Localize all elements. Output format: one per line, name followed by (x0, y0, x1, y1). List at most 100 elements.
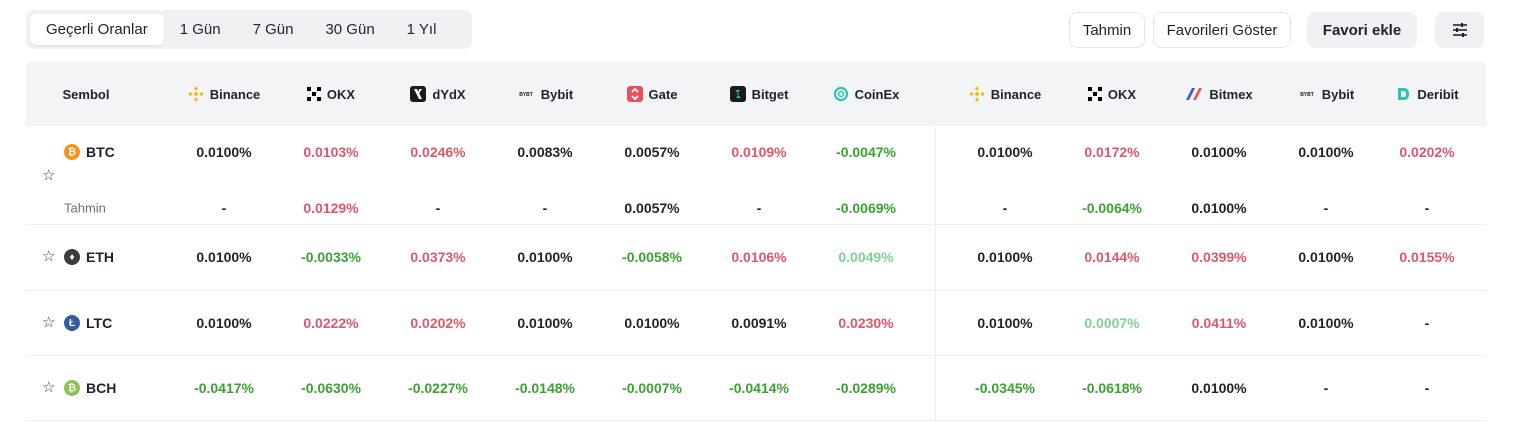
settings-button[interactable] (1435, 12, 1484, 48)
sliders-icon (1452, 23, 1467, 37)
rate-cell: 0.0100% (624, 315, 680, 331)
rate-cell: -0.0345% (975, 380, 1035, 396)
symbol-ltc[interactable]: Ł LTC (64, 315, 112, 331)
rate-cell: -0.0227% (408, 380, 468, 396)
rate-cell: - (1424, 315, 1430, 331)
tab-1-day[interactable]: 1 Gün (179, 21, 221, 38)
row-divider (26, 420, 1486, 421)
prediction-label: Tahmin (64, 200, 106, 216)
rate-cell: -0.0064% (1082, 200, 1142, 216)
rate-cell: 0.0100% (517, 315, 573, 331)
deribit-icon (1395, 86, 1411, 102)
eth-coin-icon: ♦ (64, 249, 80, 265)
exchange-header-bitmex: Bitmex (1159, 62, 1279, 126)
rate-cell: 0.0230% (838, 315, 894, 331)
show-favorites-button[interactable]: Favorileri Göster (1153, 12, 1291, 48)
star-icon[interactable]: ☆ (42, 248, 56, 265)
exchange-name: OKX (1107, 86, 1137, 102)
exchange-header-bybit: BYBT Bybit (485, 62, 605, 126)
rate-cell: 0.0100% (196, 315, 252, 331)
rate-cell: - (1002, 200, 1008, 216)
rate-cell: - (435, 200, 441, 216)
rate-cell: 0.0399% (1191, 249, 1247, 265)
rate-cell: 0.0202% (410, 315, 466, 331)
rate-cell: 0.0103% (303, 144, 359, 160)
rate-cell: 0.0373% (410, 249, 466, 265)
exchange-name: Bybit (540, 86, 574, 102)
exchange-header-dydx: dYdX (378, 62, 498, 126)
ltc-coin-icon: Ł (64, 315, 80, 331)
star-icon[interactable]: ☆ (42, 167, 56, 184)
star-icon[interactable]: ☆ (42, 379, 56, 396)
bch-coin-icon: ₿ (64, 380, 80, 396)
rate-cell: -0.0148% (515, 380, 575, 396)
rate-cell: 0.0100% (517, 249, 573, 265)
tab-current-rates[interactable]: Geçerli Oranlar (30, 14, 164, 45)
exchange-name: Bitmex (1209, 86, 1253, 102)
symbol-label: BTC (86, 144, 115, 160)
tab-30-days[interactable]: 30 Gün (325, 21, 375, 38)
rate-cell: 0.0202% (1399, 144, 1455, 160)
rate-cell: - (1424, 200, 1430, 216)
row-divider (26, 290, 1486, 291)
row-divider (26, 224, 1486, 225)
exchange-name: Bitget (751, 86, 789, 102)
rate-cell: - (1323, 380, 1329, 396)
symbol-btc[interactable]: ₿ BTC (64, 144, 115, 160)
exchange-header-coinex: CoinEx (806, 62, 926, 126)
rate-cell: 0.0091% (731, 315, 787, 331)
star-icon[interactable]: ☆ (42, 314, 56, 331)
rate-cell: 0.0100% (196, 144, 252, 160)
rate-cell: -0.0069% (836, 200, 896, 216)
rate-cell: 0.0100% (1298, 249, 1354, 265)
rate-cell: 0.0100% (1191, 144, 1247, 160)
rate-cell: -0.0417% (194, 380, 254, 396)
predict-button[interactable]: Tahmin (1069, 12, 1145, 48)
exchange-header-bitget: Bitget (699, 62, 819, 126)
rate-cell: 0.0057% (624, 144, 680, 160)
rate-cell: 0.0246% (410, 144, 466, 160)
add-favorite-button[interactable]: Favori ekle (1307, 12, 1417, 48)
exchange-header-binance: Binance (945, 62, 1065, 126)
rate-cell: -0.0289% (836, 380, 896, 396)
rate-cell: -0.0414% (729, 380, 789, 396)
rate-cell: 0.0106% (731, 249, 787, 265)
rate-cell: - (1323, 200, 1329, 216)
gate-icon (626, 86, 643, 102)
rate-cell: - (542, 200, 548, 216)
exchange-name: Bybit (1321, 86, 1355, 102)
exchange-header-binance: Binance (164, 62, 284, 126)
symbol-eth[interactable]: ♦ ETH (64, 249, 114, 265)
rate-cell: 0.0007% (1084, 315, 1140, 331)
symbol-label: BCH (86, 380, 117, 396)
symbol-bch[interactable]: ₿ BCH (64, 380, 116, 396)
svg-text:BYBT: BYBT (1300, 92, 1314, 98)
exchange-name: Binance (209, 86, 261, 102)
rate-cell: -0.0007% (622, 380, 682, 396)
period-tabs: Geçerli Oranlar 1 Gün 7 Gün 30 Gün 1 Yıl (26, 10, 472, 49)
svg-text:BYBT: BYBT (519, 92, 533, 98)
rate-cell: -0.0033% (301, 249, 361, 265)
bybit-icon: BYBT (516, 89, 535, 99)
exchange-name: CoinEx (854, 86, 900, 102)
symbol-label: ETH (86, 249, 114, 265)
bitmex-icon (1185, 87, 1203, 101)
btc-coin-icon: ₿ (64, 144, 80, 160)
exchange-name: dYdX (432, 86, 466, 102)
binance-icon (188, 86, 204, 102)
rate-cell: - (1424, 380, 1430, 396)
okx-icon (306, 87, 321, 101)
rate-cell: 0.0100% (1298, 315, 1354, 331)
rate-cell: -0.0618% (1082, 380, 1142, 396)
symbol-label: LTC (86, 315, 113, 331)
exchange-header-okx: OKX (1052, 62, 1172, 126)
exchange-header-deribit: Deribit (1367, 62, 1487, 126)
exchange-header-okx: OKX (271, 62, 391, 126)
rate-cell: - (221, 200, 227, 216)
tab-7-days[interactable]: 7 Gün (252, 21, 294, 38)
rate-cell: 0.0049% (838, 249, 894, 265)
rate-cell: 0.0100% (196, 249, 252, 265)
rate-cell: 0.0109% (731, 144, 787, 160)
group-separator (935, 126, 936, 422)
tab-1-year[interactable]: 1 Yıl (406, 21, 437, 38)
